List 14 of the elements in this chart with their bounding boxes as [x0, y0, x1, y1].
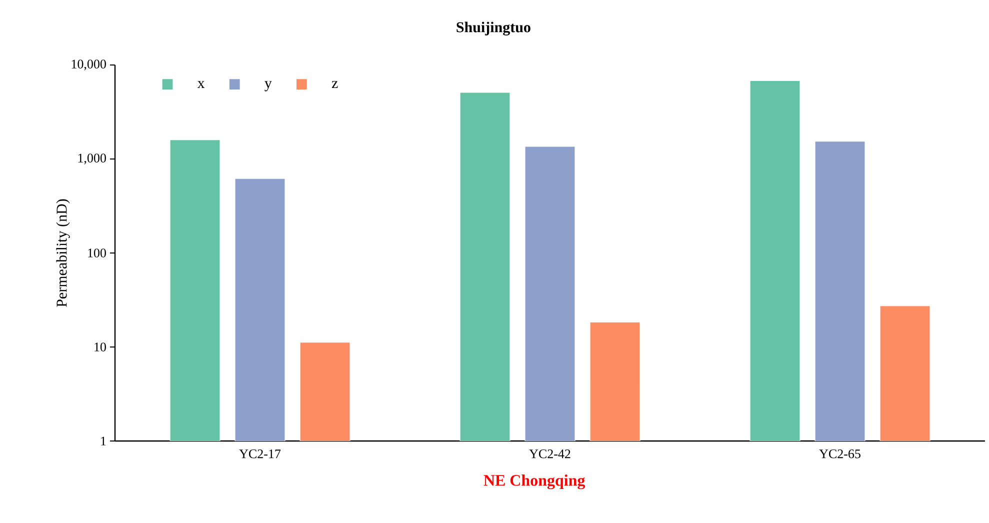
y-tick-label: 100 [88, 248, 106, 258]
y-axis-title: Permeability (nD) [56, 199, 70, 307]
chart-title: Shuijingtuo [456, 22, 530, 36]
x-tick-label: YC2-17 [239, 450, 281, 458]
x-tick-label: YC2-42 [529, 450, 570, 458]
legend-label: y [264, 81, 272, 92]
y-tick-label: 10 [94, 342, 106, 352]
y-tick-label: 10,000 [72, 60, 106, 70]
y-tick-label: 1,000 [78, 154, 106, 164]
x-axis-title: NE Chongqing [484, 474, 586, 490]
x-tick-label: YC2-65 [819, 450, 860, 458]
y-tick-label: 1 [101, 436, 106, 446]
legend-label: x [197, 81, 205, 88]
legend-label: z [332, 81, 338, 88]
